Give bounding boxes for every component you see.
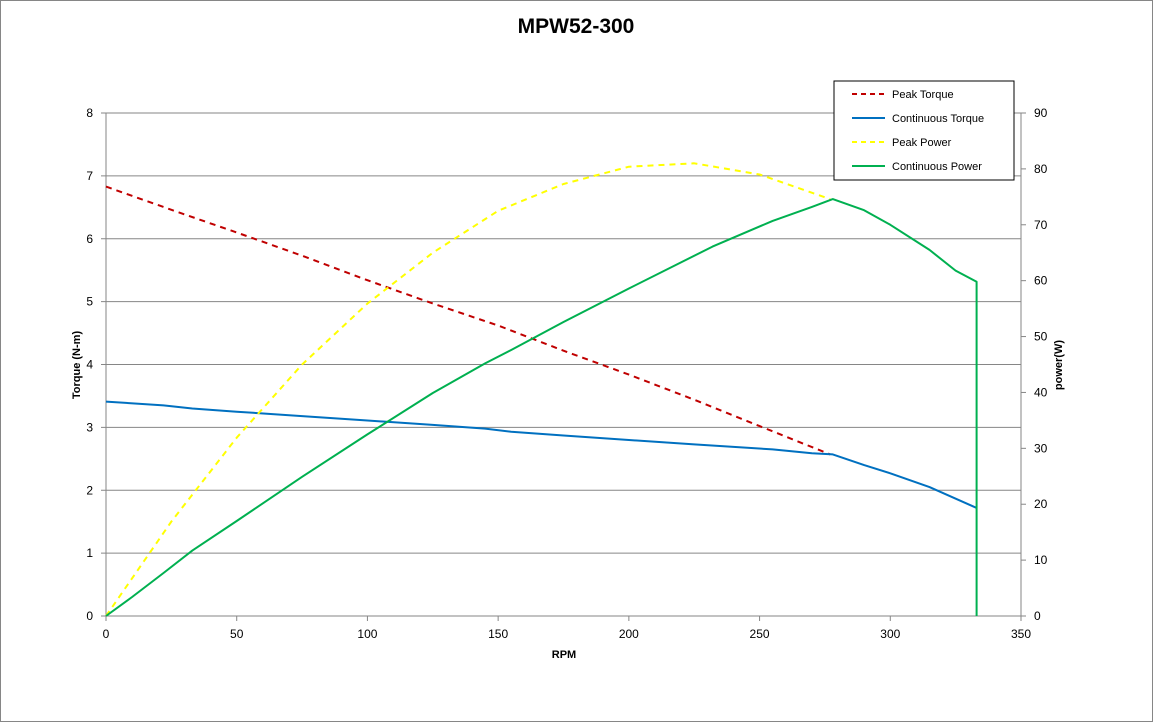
legend-label-continuous-power: Continuous Power — [892, 161, 982, 173]
y-tick-label: 5 — [86, 295, 93, 309]
x-tick-label: 200 — [619, 627, 639, 641]
x-tick-label: 150 — [488, 627, 508, 641]
series-layer — [105, 162, 978, 617]
x-tick-label: 0 — [103, 627, 110, 641]
y2-tick-label: 70 — [1034, 218, 1048, 232]
y-tick-label: 3 — [86, 420, 93, 434]
legend-label-peak-torque: Peak Torque — [892, 89, 954, 101]
y-tick-label: 7 — [86, 169, 93, 183]
y2-tick-label: 20 — [1034, 497, 1048, 511]
y-tick-label: 1 — [86, 546, 93, 560]
y2-tick-label: 40 — [1034, 385, 1048, 399]
legend-label-peak-power: Peak Power — [892, 137, 952, 149]
x-tick-label: 50 — [230, 627, 244, 641]
x-tick-label: 250 — [750, 627, 770, 641]
legend-label-continuous-torque: Continuous Torque — [892, 113, 984, 125]
y-tick-label: 4 — [86, 358, 93, 372]
x-tick-label: 300 — [880, 627, 900, 641]
y2-axis-label: power(W) — [1053, 340, 1065, 390]
y2-tick-label: 10 — [1034, 553, 1048, 567]
legend-box — [833, 80, 1015, 181]
series-line-continuous-torque — [105, 400, 978, 509]
x-axis-label: RPM — [552, 649, 576, 661]
legend: Peak Torque Continuous Torque Peak Power… — [833, 80, 1015, 181]
gridlines — [106, 175, 1021, 554]
x-tick-label: 350 — [1011, 627, 1031, 641]
y-tick-label: 6 — [86, 232, 93, 246]
y-tick-label: 0 — [86, 609, 93, 623]
y2-tick-label: 30 — [1034, 441, 1048, 455]
y2-tick-label: 0 — [1034, 609, 1041, 623]
y-tick-label: 8 — [86, 106, 93, 120]
y2-tick-label: 90 — [1034, 106, 1048, 120]
y-tick-label: 2 — [86, 483, 93, 497]
series-line-continuous-power — [105, 198, 978, 617]
series-line-peak-power — [105, 162, 831, 617]
chart-title: MPW52-300 — [518, 15, 635, 38]
y-axis-label: Torque (N-m) — [71, 331, 83, 400]
x-tick-label: 100 — [357, 627, 377, 641]
y2-tick-label: 60 — [1034, 274, 1048, 288]
y2-tick-label: 50 — [1034, 330, 1048, 344]
y2-tick-label: 80 — [1034, 162, 1048, 176]
series-line-peak-torque — [105, 185, 831, 456]
